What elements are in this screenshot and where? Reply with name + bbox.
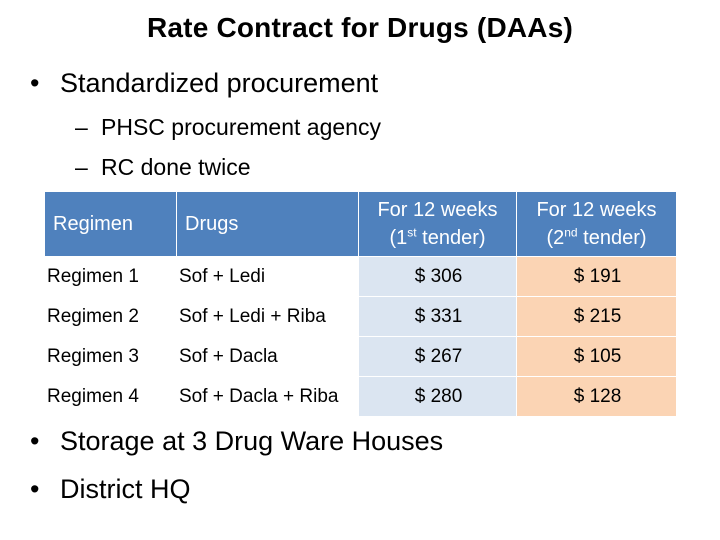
bullet-district-hq: • District HQ [30, 474, 191, 505]
cell-second-tender-price: $ 105 [516, 336, 677, 377]
table-row: Regimen 4 Sof + Dacla + Riba $ 280 $ 128 [44, 376, 677, 417]
cell-regimen: Regimen 2 [44, 296, 177, 337]
header-first-sup: st [407, 225, 417, 240]
header-first-line1: For 12 weeks [377, 199, 498, 221]
cell-first-tender-price: $ 267 [358, 336, 517, 377]
cell-drugs: Sof + Dacla [176, 336, 359, 377]
cell-drugs: Sof + Ledi + Riba [176, 296, 359, 337]
bullet-text: District HQ [60, 474, 191, 504]
cell-regimen: Regimen 4 [44, 376, 177, 417]
cell-second-tender-price: $ 215 [516, 296, 677, 337]
sub-bullet-agency: – PHSC procurement agency [75, 114, 381, 141]
header-second-tender: For 12 weeks (2nd tender) [516, 191, 677, 257]
rate-contract-table: Regimen Drugs For 12 weeks (1st tender) … [44, 191, 677, 417]
header-first-open: (1 [389, 227, 408, 249]
header-first-close: tender) [416, 227, 486, 249]
bullet-standardized-procurement: • Standardized procurement [30, 68, 378, 99]
cell-drugs: Sof + Dacla + Riba [176, 376, 359, 417]
header-second-close: tender) [577, 227, 647, 249]
header-regimen: Regimen [44, 191, 177, 257]
sub-bullet-text: PHSC procurement agency [101, 114, 381, 140]
cell-regimen: Regimen 3 [44, 336, 177, 377]
table-row: Regimen 2 Sof + Ledi + Riba $ 331 $ 215 [44, 296, 677, 337]
bullet-dot: • [30, 426, 40, 456]
header-second-sup: nd [564, 225, 578, 240]
cell-first-tender-price: $ 331 [358, 296, 517, 337]
cell-second-tender-price: $ 191 [516, 256, 677, 297]
bullet-text: Storage at 3 Drug Ware Houses [60, 426, 444, 456]
slide-title: Rate Contract for Drugs (DAAs) [146, 12, 574, 43]
cell-drugs: Sof + Ledi [176, 256, 359, 297]
header-second-line1: For 12 weeks [536, 199, 657, 221]
cell-regimen: Regimen 1 [44, 256, 177, 297]
cell-second-tender-price: $ 128 [516, 376, 677, 417]
header-second-open: (2 [546, 227, 565, 249]
bullet-dot: • [30, 474, 40, 504]
table-header-row: Regimen Drugs For 12 weeks (1st tender) … [44, 191, 677, 257]
sub-bullet-dash: – [75, 114, 88, 140]
sub-bullet-rc-twice: – RC done twice [75, 154, 251, 181]
header-drugs: Drugs [176, 191, 359, 257]
header-first-tender: For 12 weeks (1st tender) [358, 191, 517, 257]
sub-bullet-text: RC done twice [101, 154, 251, 180]
bullet-storage: • Storage at 3 Drug Ware Houses [30, 426, 443, 457]
bullet-dot: • [30, 68, 40, 98]
cell-first-tender-price: $ 306 [358, 256, 517, 297]
table-row: Regimen 1 Sof + Ledi $ 306 $ 191 [44, 256, 677, 297]
cell-first-tender-price: $ 280 [358, 376, 517, 417]
bullet-text: Standardized procurement [60, 68, 379, 98]
table-row: Regimen 3 Sof + Dacla $ 267 $ 105 [44, 336, 677, 377]
sub-bullet-dash: – [75, 154, 88, 180]
